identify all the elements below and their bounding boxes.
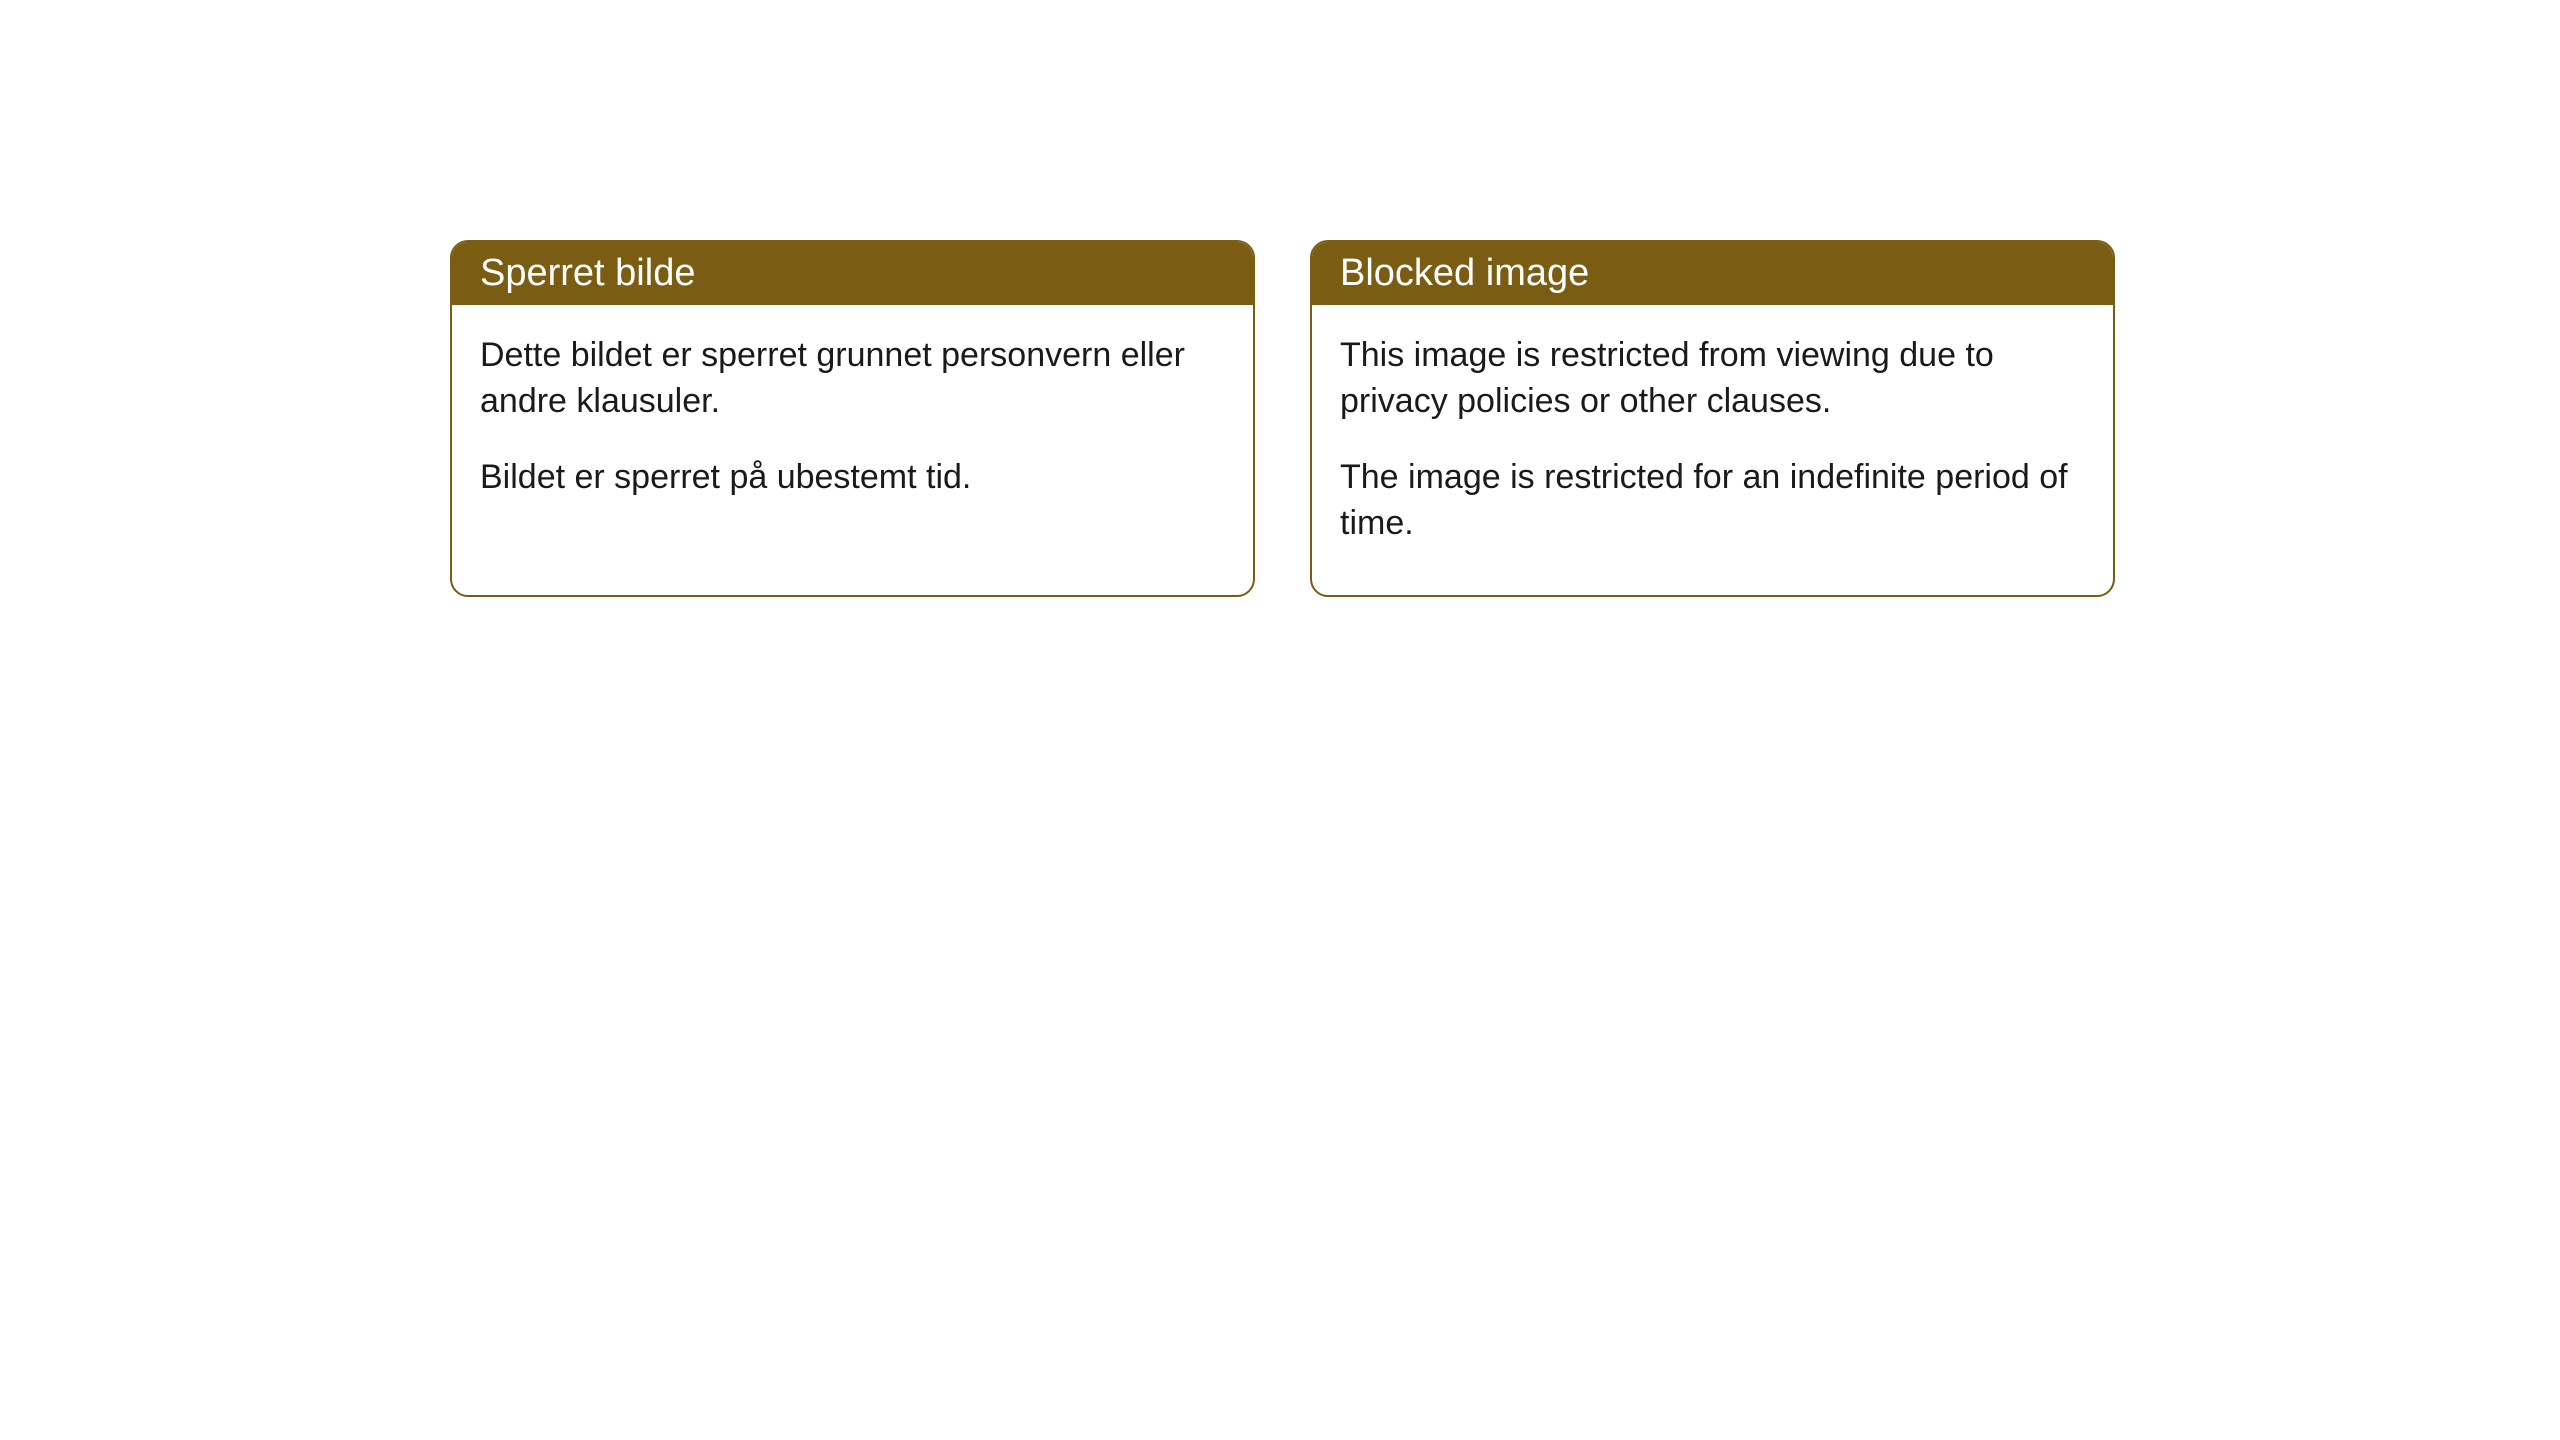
blocked-image-card-norwegian: Sperret bilde Dette bildet er sperret gr… (450, 240, 1255, 597)
card-header: Blocked image (1312, 242, 2113, 305)
card-title: Blocked image (1340, 252, 1589, 294)
card-title: Sperret bilde (480, 252, 695, 294)
card-header: Sperret bilde (452, 242, 1253, 305)
card-paragraph-1: Dette bildet er sperret grunnet personve… (480, 333, 1225, 425)
card-paragraph-1: This image is restricted from viewing du… (1340, 333, 2085, 425)
card-body: This image is restricted from viewing du… (1312, 305, 2113, 595)
blocked-image-card-english: Blocked image This image is restricted f… (1310, 240, 2115, 597)
card-body: Dette bildet er sperret grunnet personve… (452, 305, 1253, 549)
card-paragraph-2: The image is restricted for an indefinit… (1340, 455, 2085, 547)
cards-container: Sperret bilde Dette bildet er sperret gr… (0, 0, 2560, 597)
card-paragraph-2: Bildet er sperret på ubestemt tid. (480, 455, 1225, 501)
